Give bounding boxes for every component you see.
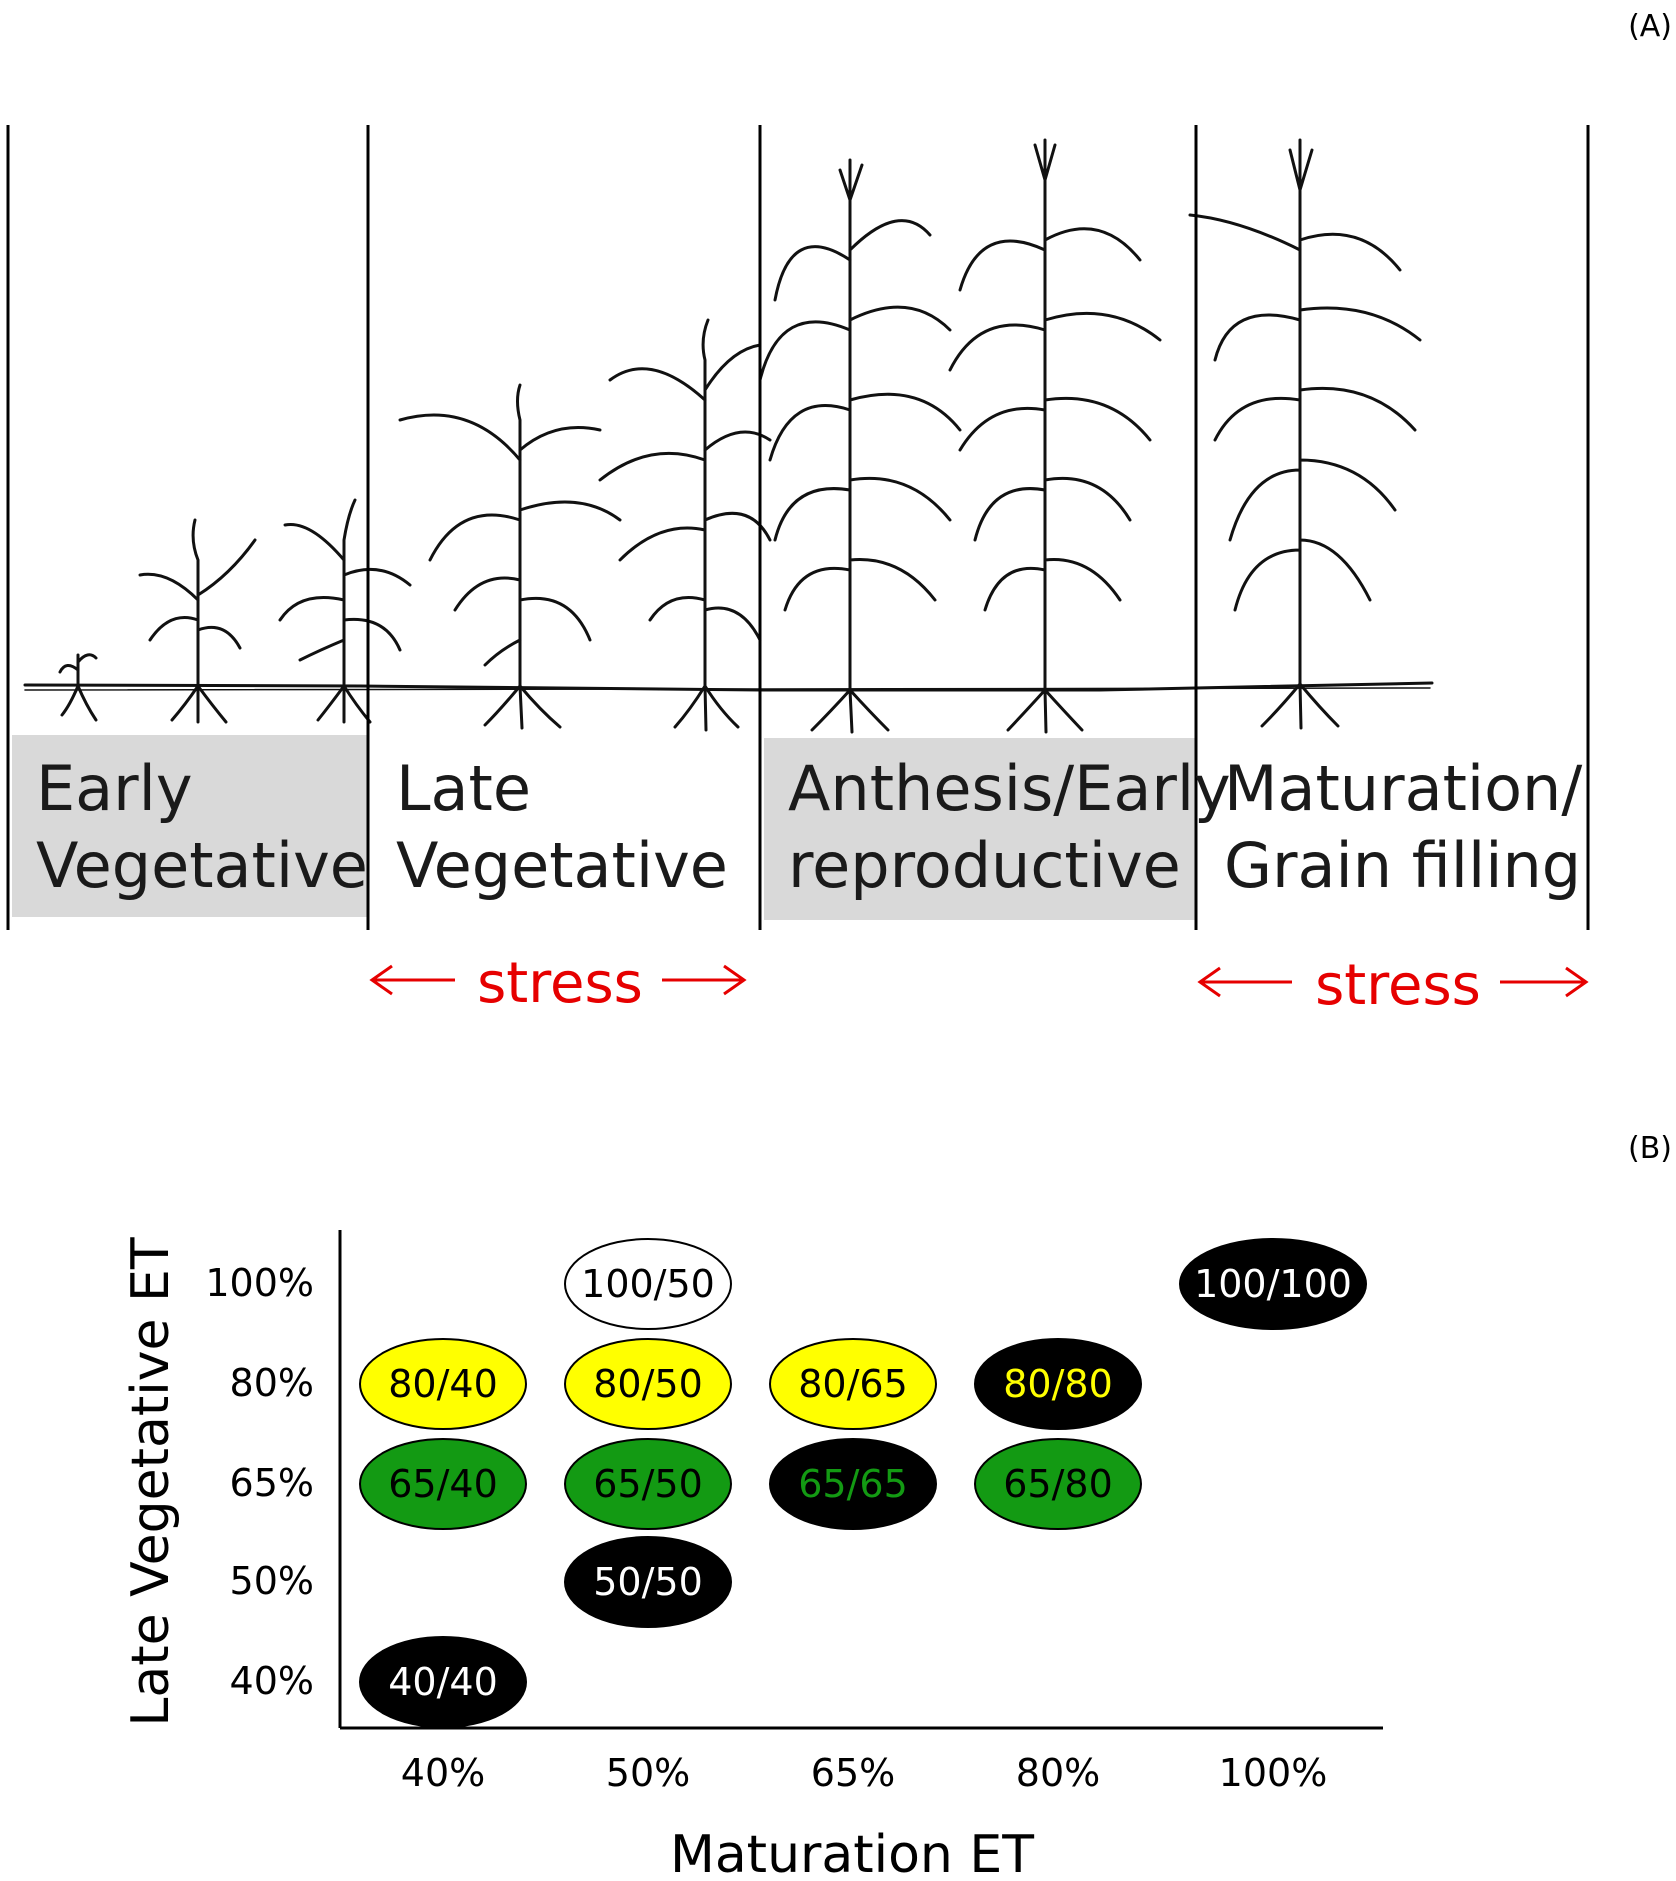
- treatment-65-40: 65/40: [359, 1438, 527, 1530]
- treatment-100-50: 100/50: [564, 1238, 732, 1330]
- treatment-label: 65/40: [388, 1462, 498, 1506]
- treatment-label: 80/65: [798, 1362, 908, 1406]
- stress-label-1: stress: [477, 951, 643, 1016]
- treatment-ellipse: [359, 1438, 527, 1530]
- stage-dividers: [6, 125, 1590, 930]
- treatment-80-80: 80/80: [974, 1338, 1142, 1430]
- stage-labels: Early Vegetative Late Vegetative Anthesi…: [36, 752, 1582, 902]
- treatment-ellipse: [769, 1338, 937, 1430]
- x-axis-title: Maturation ET: [670, 1825, 1034, 1881]
- treatment-65-80: 65/80: [974, 1438, 1142, 1530]
- treatment-label: 40/40: [388, 1660, 498, 1704]
- x-tick-65: 65%: [811, 1751, 895, 1795]
- treatment-label: 100/50: [581, 1262, 715, 1306]
- panel-b: (B) Late Vegetative ET Maturation ET 40%…: [121, 1131, 1672, 1881]
- treatment-65-65: 65/65: [769, 1438, 937, 1530]
- stage-anthesis-line2: reproductive: [788, 829, 1181, 902]
- stage-maturation-line2: Grain filling: [1224, 829, 1581, 902]
- treatment-100-100: 100/100: [1179, 1238, 1367, 1330]
- treatment-ellipse: [564, 1338, 732, 1430]
- stress-indicator-maturation: stress: [1197, 953, 1589, 1018]
- stage-anthesis-line1: Anthesis/Early: [788, 752, 1231, 825]
- corn-plant-illustrations: [23, 138, 1434, 734]
- y-tick-40: 40%: [230, 1659, 314, 1703]
- x-tick-80: 80%: [1016, 1751, 1100, 1795]
- treatment-ellipse: [359, 1636, 527, 1728]
- stress-label-2: stress: [1315, 953, 1481, 1018]
- y-tick-80: 80%: [230, 1361, 314, 1405]
- stress-arrow-left-icon: [1197, 966, 1292, 998]
- treatment-label: 80/40: [388, 1362, 498, 1406]
- stage-early-vegetative-line1: Early: [36, 752, 193, 825]
- stress-arrow-right-icon: [1500, 966, 1589, 998]
- treatment-label: 50/50: [593, 1560, 703, 1604]
- stage-box-anthesis: [764, 738, 1196, 920]
- treatment-ellipse: [1179, 1238, 1367, 1330]
- stage-late-vegetative-line2: Vegetative: [396, 829, 728, 902]
- treatment-ellipse: [359, 1338, 527, 1430]
- y-tick-labels: 100% 80% 65% 50% 40%: [205, 1261, 314, 1703]
- panel-a-label: (A): [1628, 9, 1672, 44]
- treatment-80-50: 80/50: [564, 1338, 732, 1430]
- x-tick-100: 100%: [1219, 1751, 1328, 1795]
- y-axis-title: Late Vegetative ET: [121, 1237, 181, 1727]
- treatment-ellipse: [769, 1438, 937, 1530]
- treatment-ellipse: [974, 1338, 1142, 1430]
- treatment-label: 80/80: [1003, 1362, 1113, 1406]
- treatment-ellipses: 100/50 100/100 80/40 80/50 80/65 80/80 65/40 65…: [359, 1238, 1367, 1728]
- treatment-65-50: 65/50: [564, 1438, 732, 1530]
- treatment-ellipse: [974, 1438, 1142, 1530]
- treatment-ellipse: [564, 1238, 732, 1330]
- treatment-label: 65/65: [798, 1462, 908, 1506]
- stage-box-early-vegetative: [12, 735, 368, 917]
- y-tick-100: 100%: [205, 1261, 314, 1305]
- stage-maturation-line1: Maturation/: [1224, 752, 1582, 825]
- stress-arrow-right-icon: [662, 964, 747, 996]
- treatment-80-40: 80/40: [359, 1338, 527, 1430]
- stress-indicator-late-vegetative: stress: [369, 951, 747, 1016]
- treatment-50-50: 50/50: [564, 1536, 732, 1628]
- treatment-ellipse: [564, 1438, 732, 1530]
- treatment-label: 65/80: [1003, 1462, 1113, 1506]
- treatment-label: 65/50: [593, 1462, 703, 1506]
- panel-a: (A): [6, 9, 1672, 1018]
- treatment-80-65: 80/65: [769, 1338, 937, 1430]
- stage-late-vegetative-line1: Late: [396, 752, 531, 825]
- y-tick-65: 65%: [230, 1461, 314, 1505]
- stress-arrow-left-icon: [369, 964, 455, 996]
- y-tick-50: 50%: [230, 1559, 314, 1603]
- treatment-40-40: 40/40: [359, 1636, 527, 1728]
- x-tick-40: 40%: [401, 1751, 485, 1795]
- x-tick-labels: 40% 50% 65% 80% 100%: [401, 1751, 1328, 1795]
- treatment-label: 80/50: [593, 1362, 703, 1406]
- stage-early-vegetative-line2: Vegetative: [36, 829, 368, 902]
- treatment-ellipse: [564, 1536, 732, 1628]
- x-tick-50: 50%: [606, 1751, 690, 1795]
- panel-b-label: (B): [1628, 1131, 1672, 1166]
- treatment-label: 100/100: [1194, 1262, 1352, 1306]
